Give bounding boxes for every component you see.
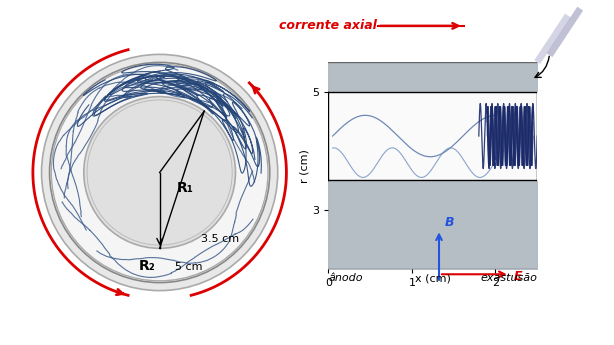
Text: x (cm): x (cm) <box>415 273 451 283</box>
Text: R₂: R₂ <box>138 259 155 273</box>
Text: exastusão: exastusão <box>480 273 537 283</box>
Y-axis label: r (cm): r (cm) <box>300 149 309 183</box>
Text: E: E <box>513 269 522 283</box>
FancyArrowPatch shape <box>535 56 549 77</box>
Text: 3.5 cm: 3.5 cm <box>201 234 239 244</box>
Text: corrente axial: corrente axial <box>279 19 377 32</box>
Circle shape <box>50 62 270 283</box>
Text: R₁: R₁ <box>177 181 194 195</box>
Text: B: B <box>445 216 454 229</box>
Circle shape <box>52 64 268 281</box>
Circle shape <box>84 97 236 248</box>
Text: 5 cm: 5 cm <box>175 262 202 272</box>
Circle shape <box>42 55 278 290</box>
Text: ânodo: ânodo <box>328 273 363 283</box>
